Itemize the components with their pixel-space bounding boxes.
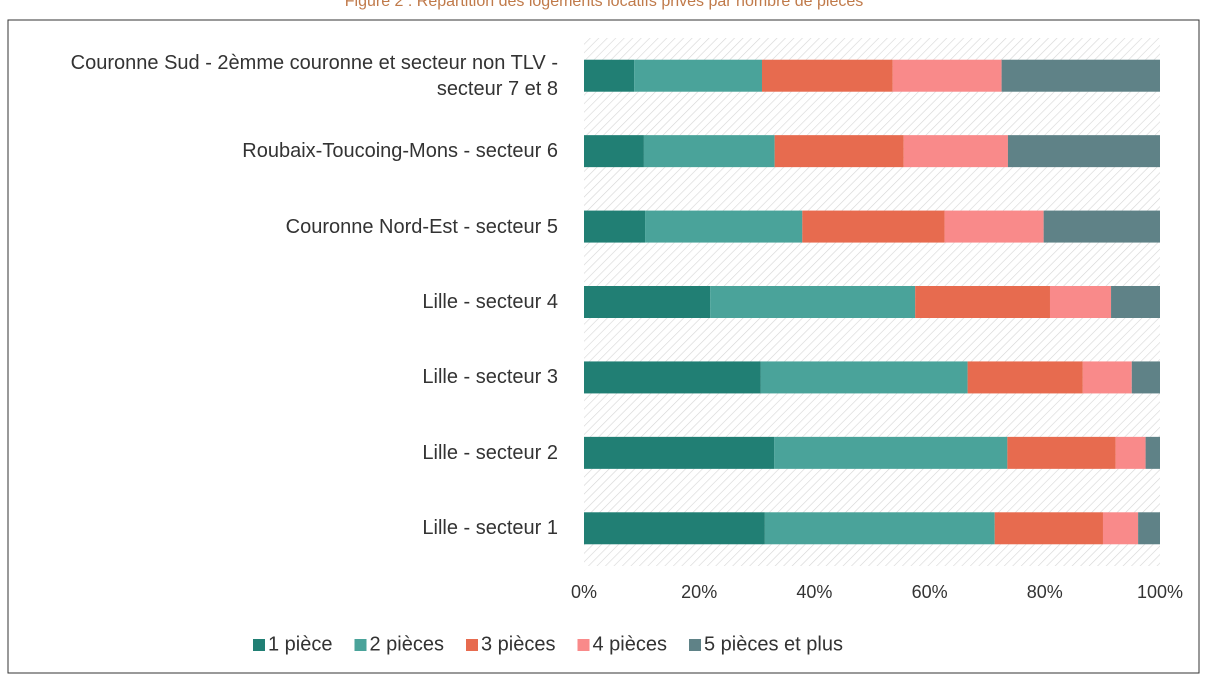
bar-segment bbox=[584, 59, 635, 92]
bar-segment bbox=[584, 436, 775, 469]
chart-title: Figure 2 : Répartition des logements loc… bbox=[345, 0, 863, 10]
bar-segment bbox=[584, 210, 646, 243]
legend-swatch bbox=[577, 639, 590, 651]
legend-label: 1 pièce bbox=[268, 633, 333, 655]
bar-segment bbox=[645, 210, 803, 243]
legend-label: 5 pièces et plus bbox=[704, 633, 843, 655]
bar-segment bbox=[1007, 135, 1160, 168]
bar-segment bbox=[761, 59, 893, 92]
legend-swatch bbox=[253, 639, 265, 651]
bar-segment bbox=[634, 59, 762, 92]
bar-segment bbox=[1082, 361, 1132, 394]
bar-segment bbox=[892, 59, 1002, 92]
legend-swatch bbox=[466, 639, 478, 651]
category-label: Couronne Sud - 2èmme couronne et secteur… bbox=[70, 51, 558, 100]
category-label: Lille - secteur 1 bbox=[422, 517, 558, 540]
x-tick-label: 20% bbox=[681, 582, 717, 602]
bar-segment bbox=[584, 361, 761, 394]
x-tick-label: 0% bbox=[571, 582, 597, 602]
frame bbox=[7, 19, 1200, 674]
bar-segment bbox=[1115, 436, 1146, 469]
bar-segment bbox=[774, 436, 1008, 469]
bar-segment bbox=[584, 135, 644, 168]
category-label: Couronne Nord-Est - secteur 5 bbox=[285, 215, 558, 238]
bar-segment bbox=[915, 286, 1050, 318]
bar-segment bbox=[967, 361, 1083, 394]
bar-segment bbox=[1049, 286, 1112, 318]
bar-segment bbox=[710, 286, 916, 318]
bar-segment bbox=[764, 512, 995, 545]
bar-segment bbox=[903, 135, 1008, 168]
x-tick-label: 40% bbox=[796, 582, 832, 602]
bar-segment bbox=[584, 512, 765, 545]
legend-label: 3 pièces bbox=[481, 633, 556, 655]
legend-swatch bbox=[354, 639, 367, 651]
x-tick-label: 60% bbox=[912, 582, 948, 602]
bar-segment bbox=[774, 135, 904, 168]
legend-label: 4 pièces bbox=[593, 633, 668, 655]
bar-segment bbox=[760, 361, 968, 394]
bar-segment bbox=[994, 512, 1103, 545]
legend-swatch bbox=[689, 639, 701, 651]
bar-segment bbox=[1001, 59, 1160, 92]
bar-segment bbox=[1043, 210, 1160, 243]
bar-segment bbox=[944, 210, 1044, 243]
bar-segment bbox=[1007, 436, 1116, 469]
category-label: Lille - secteur 4 bbox=[422, 291, 558, 313]
category-label: Lille - secteur 2 bbox=[422, 441, 558, 464]
legend-label: 2 pièces bbox=[370, 633, 445, 655]
bar-segment bbox=[1145, 436, 1160, 469]
category-label: Roubaix-Toucoing-Mons - secteur 6 bbox=[242, 140, 558, 163]
bar-segment bbox=[1138, 512, 1160, 545]
bar-segment bbox=[643, 135, 775, 168]
bar-segment bbox=[1131, 361, 1160, 394]
bar-segment bbox=[1102, 512, 1139, 545]
category-label: Lille - secteur 3 bbox=[422, 366, 558, 389]
bar-segment bbox=[584, 286, 711, 318]
bar-segment bbox=[1111, 286, 1160, 318]
x-tick-label: 100% bbox=[1137, 582, 1183, 602]
bar-segment bbox=[802, 210, 945, 243]
x-tick-label: 80% bbox=[1027, 582, 1063, 602]
